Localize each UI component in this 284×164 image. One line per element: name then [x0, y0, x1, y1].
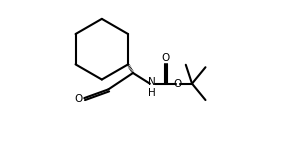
Text: O: O [161, 53, 169, 63]
Text: O: O [174, 79, 182, 89]
Text: O: O [74, 94, 82, 104]
Text: H: H [148, 88, 156, 98]
Text: N: N [148, 77, 156, 87]
